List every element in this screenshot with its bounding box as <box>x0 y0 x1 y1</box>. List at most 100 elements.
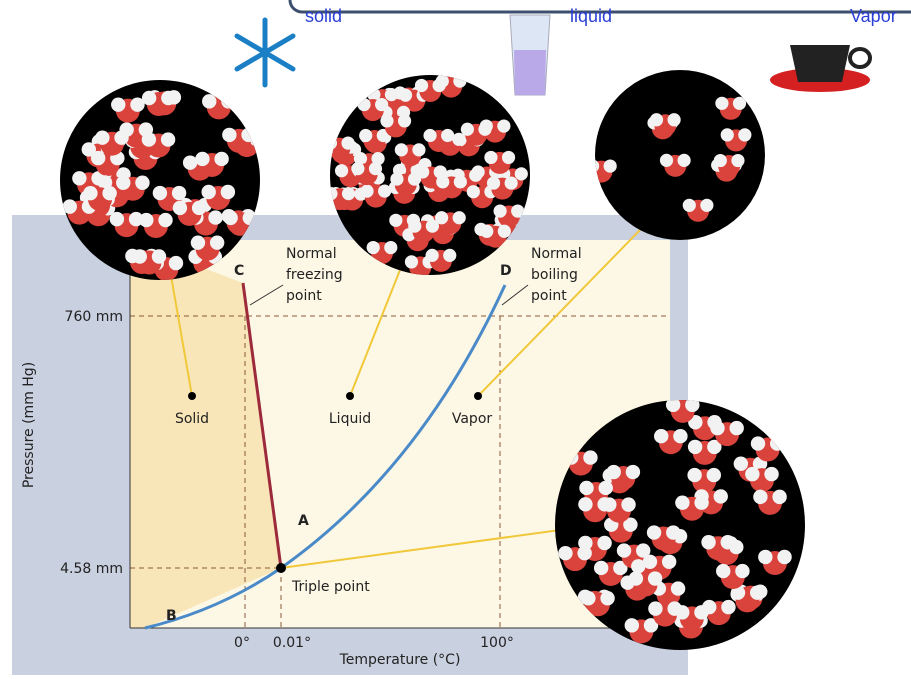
hydrogen <box>694 495 709 510</box>
hydrogen <box>389 213 403 227</box>
hydrogen <box>398 88 413 102</box>
hydrogen <box>665 400 681 413</box>
hydrogen <box>716 563 731 579</box>
hydrogen <box>172 200 188 216</box>
banner-label: solid <box>305 6 342 26</box>
hydrogen <box>407 172 422 186</box>
hydrogen <box>597 535 612 551</box>
hydrogen <box>730 585 746 600</box>
hydrogen <box>493 204 507 218</box>
hydrogen <box>514 167 528 181</box>
hydrogen <box>151 249 167 264</box>
hydrogen <box>171 185 187 201</box>
hydrogen <box>701 535 716 550</box>
hydrogen <box>770 436 785 451</box>
hydrogen <box>583 450 598 465</box>
solid-region <box>130 240 281 628</box>
hydrogen <box>220 184 236 200</box>
hydrogen <box>102 185 117 201</box>
hydrogen <box>764 466 779 482</box>
pressure-label: 760 mm <box>65 309 123 325</box>
banner-label: Vapor <box>850 6 897 26</box>
molecules <box>62 90 260 280</box>
hydrogen <box>579 480 594 496</box>
hydrogen <box>208 210 223 225</box>
hydrogen <box>687 439 703 455</box>
hydrogen <box>161 90 176 106</box>
hydrogen <box>209 235 225 250</box>
hydrogen <box>745 466 760 482</box>
hydrogen <box>330 136 338 150</box>
hydrogen <box>670 581 686 596</box>
hydrogen <box>511 204 525 218</box>
hydrogen <box>432 78 446 93</box>
molecule-circle <box>330 75 530 275</box>
note-pointer <box>501 284 529 306</box>
hydrogen <box>497 119 511 133</box>
hydrogen <box>97 175 113 190</box>
hydrogen <box>168 255 184 271</box>
hydrogen <box>182 155 198 170</box>
hydrogen <box>158 212 173 228</box>
pressure-label: 4.58 mm <box>60 561 123 577</box>
molecules <box>558 400 792 644</box>
hydrogen <box>222 127 237 143</box>
hydrogen <box>152 185 168 201</box>
hydrogen <box>606 464 621 480</box>
hydrogen <box>368 162 383 176</box>
hydrogen <box>466 185 480 199</box>
hydrogen <box>351 162 365 176</box>
banner-box <box>288 0 911 14</box>
hydrogen <box>357 97 371 112</box>
hydrogen <box>384 88 399 102</box>
hydrogen <box>223 210 238 226</box>
hydrogen <box>83 185 98 201</box>
hydrogen <box>359 128 373 143</box>
region-label: Vapor <box>452 411 493 427</box>
hydrogen <box>353 152 368 166</box>
hydrogen <box>733 456 749 471</box>
glass-icon <box>509 14 551 96</box>
note: point <box>286 288 322 304</box>
molecule-circle <box>595 70 765 240</box>
hydrogen <box>720 535 735 550</box>
hydrogen <box>687 467 702 483</box>
coffee-icon <box>770 45 872 92</box>
hydrogen <box>425 219 439 233</box>
hydrogen <box>713 153 727 168</box>
temperature-label: 0.01° <box>273 635 311 651</box>
hydrogen <box>408 219 422 233</box>
hydrogen <box>469 168 483 182</box>
hydrogen <box>360 184 374 198</box>
hydrogen <box>735 563 750 579</box>
temperature-label: 0° <box>234 635 250 651</box>
hydrogen <box>720 128 734 142</box>
hydrogen <box>497 224 511 238</box>
hydrogen <box>453 175 467 189</box>
molecule-circle <box>60 80 260 280</box>
hydrogen <box>648 601 663 616</box>
hydrogen <box>390 172 404 186</box>
hydrogen <box>330 187 338 201</box>
hydrogen <box>646 525 662 540</box>
region-label: Liquid <box>329 411 371 427</box>
hydrogen <box>341 136 355 150</box>
hydrogen <box>647 571 663 586</box>
molecule-views <box>60 70 805 650</box>
x-axis-label: Temperature (°C) <box>339 652 461 668</box>
hydrogen <box>116 175 131 190</box>
vapor-curve <box>144 284 507 630</box>
hydrogen <box>721 599 736 615</box>
hydrogen <box>380 114 394 128</box>
hydrogen <box>729 420 744 436</box>
note: Normal <box>286 246 337 262</box>
region-label: Solid <box>175 411 209 427</box>
hydrogen <box>758 549 773 565</box>
hydrogen <box>661 554 677 569</box>
hydrogen <box>600 591 615 606</box>
hydrogen <box>460 122 474 136</box>
hydrogen <box>677 153 691 167</box>
hydrogen <box>628 571 644 586</box>
note: boiling <box>531 267 578 283</box>
hydrogen <box>249 131 260 147</box>
